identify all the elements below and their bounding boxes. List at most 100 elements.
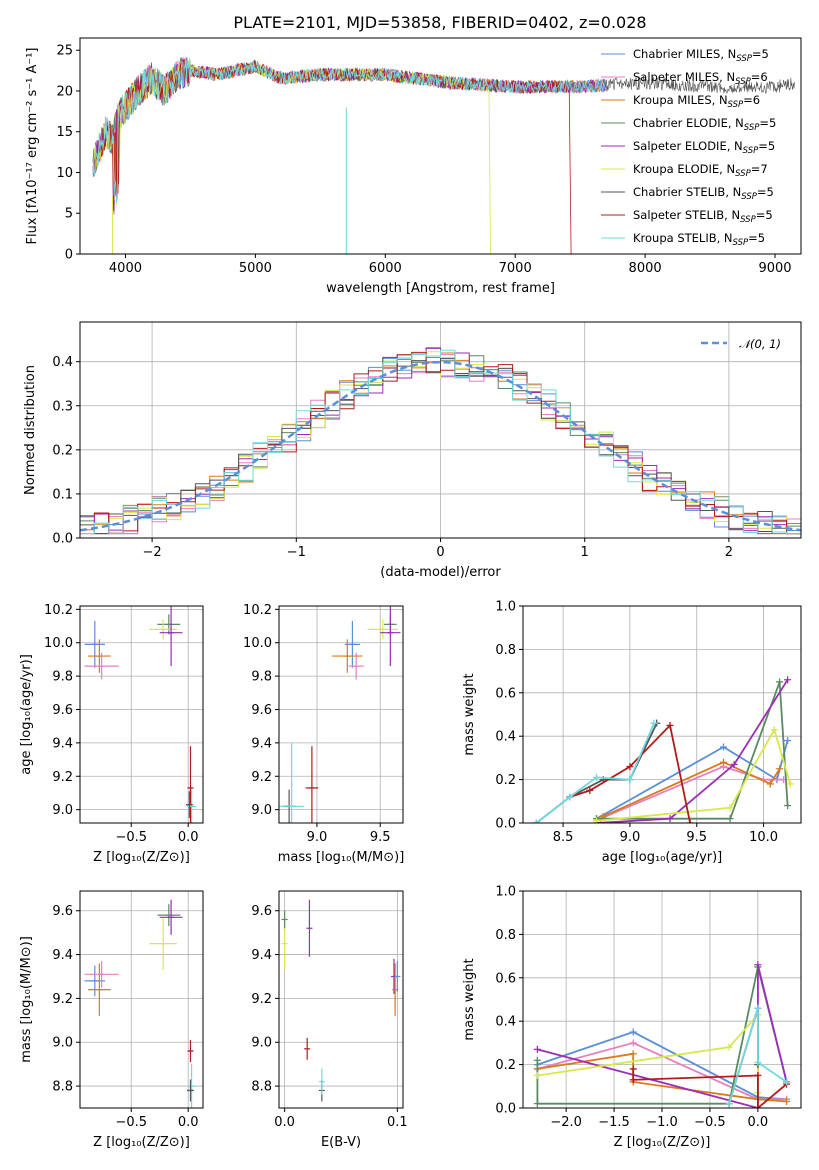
weight-marker bbox=[754, 1058, 762, 1066]
weight-marker bbox=[566, 793, 574, 801]
normal-curve bbox=[80, 360, 801, 532]
weight-marker bbox=[754, 961, 762, 969]
y-tick-label: 9.6 bbox=[52, 904, 73, 919]
residual-histogram-7 bbox=[80, 351, 801, 535]
y-tick-label: 0.0 bbox=[52, 532, 73, 547]
weight-marker bbox=[533, 1045, 541, 1053]
legend-entry-8: Kroupa STELIB, NSSP=5 bbox=[633, 231, 765, 248]
weight-marker bbox=[784, 802, 792, 810]
y-tick-label: 0.2 bbox=[495, 773, 516, 788]
weight-marker bbox=[783, 1078, 791, 1086]
y-tick-label: 10.0 bbox=[243, 636, 272, 651]
weight-marker bbox=[629, 1028, 637, 1036]
x-tick-label: 4000 bbox=[109, 261, 142, 276]
legend-entry-6: Chabrier STELIB, NSSP=5 bbox=[633, 185, 774, 202]
y-tick-label: 15 bbox=[56, 125, 73, 140]
y-tick-label: 0.6 bbox=[495, 686, 516, 701]
plot-area bbox=[84, 899, 197, 1108]
weight-marker bbox=[784, 676, 792, 684]
weight-marker bbox=[629, 1039, 637, 1047]
y-tick-label: 0.8 bbox=[495, 928, 516, 943]
x-tick-label: 2 bbox=[725, 545, 733, 560]
legend-entry-4: Salpeter ELODIE, NSSP=5 bbox=[633, 139, 775, 156]
y-tick-label: 0.0 bbox=[495, 817, 516, 832]
panel-weight_vs_age: 8.5 9.0 9.5 10.0 0.0 0.2 0.4 0.6 0.8 1.0 age [log₁… bbox=[462, 600, 802, 865]
x-tick-label: 0.0 bbox=[178, 830, 199, 845]
weight-marker bbox=[730, 760, 738, 768]
y-tick-label: 9.2 bbox=[251, 992, 272, 1007]
plot-area bbox=[532, 676, 794, 823]
weight-marker bbox=[776, 765, 784, 773]
panel-age_vs_Z: −0.5 0.0 9.0 9.2 9.4 9.6 9.8 10.0 10.2 Z [log₁₀(Z… bbox=[19, 603, 204, 865]
x-tick-label: 0.0 bbox=[274, 1115, 295, 1130]
x-tick-label: 9.0 bbox=[620, 830, 641, 845]
y-tick-label: 0.1 bbox=[52, 487, 73, 502]
weight-marker bbox=[629, 1065, 637, 1073]
weight-marker bbox=[725, 1043, 733, 1051]
x-tick-label: 0 bbox=[436, 545, 444, 560]
y-tick-label: 9.8 bbox=[251, 670, 272, 685]
weight-marker bbox=[593, 773, 601, 781]
weight-marker bbox=[532, 819, 540, 823]
weight-marker bbox=[776, 678, 784, 686]
normal-legend-label: 𝒩(0, 1) bbox=[739, 337, 781, 351]
y-axis-label: Normed distribution bbox=[23, 365, 38, 495]
weight-marker bbox=[533, 1056, 541, 1064]
x-tick-label: −0.5 bbox=[115, 1115, 147, 1130]
y-tick-label: 9.4 bbox=[52, 736, 73, 751]
y-tick-label: 0.3 bbox=[52, 399, 73, 414]
y-tick-label: 9.6 bbox=[52, 703, 73, 718]
x-tick-label: 10.0 bbox=[749, 830, 778, 845]
legend-entry-5: Kroupa ELODIE, NSSP=7 bbox=[633, 162, 768, 179]
weight-marker bbox=[754, 1104, 762, 1108]
weight-marker bbox=[770, 726, 778, 734]
weight-marker bbox=[784, 737, 792, 745]
axes-frame-weight_vs_age bbox=[522, 605, 802, 824]
y-tick-label: 0 bbox=[65, 248, 73, 263]
x-tick-label: −1 bbox=[287, 545, 306, 560]
weight-series-1 bbox=[537, 1041, 787, 1101]
weight-marker bbox=[650, 719, 658, 727]
panel-age_vs_mass: 9.0 9.5 9.0 9.2 9.4 9.6 9.8 10.0 10.2 mass [log₁₀… bbox=[243, 603, 404, 865]
y-tick-label: 0.4 bbox=[495, 730, 516, 745]
y-tick-label: 9.0 bbox=[52, 1036, 73, 1051]
weight-series-8 bbox=[535, 722, 655, 823]
plot-area bbox=[533, 961, 791, 1108]
x-tick-label: −0.5 bbox=[694, 1115, 726, 1130]
y-tick-label: 1.0 bbox=[495, 600, 516, 615]
x-tick-label: 1 bbox=[581, 545, 589, 560]
weight-series-3 bbox=[596, 681, 789, 820]
y-tick-label: 0.0 bbox=[495, 1102, 516, 1117]
x-tick-label: 5000 bbox=[239, 261, 272, 276]
x-tick-label: 0.0 bbox=[748, 1115, 769, 1130]
x-axis-label: Z [log₁₀(Z/Z⊙)] bbox=[93, 850, 190, 865]
x-tick-label: −2.0 bbox=[550, 1115, 582, 1130]
y-tick-label: 9.6 bbox=[251, 703, 272, 718]
y-tick-label: 0.4 bbox=[52, 355, 73, 370]
axes-frame-weight_vs_Z bbox=[522, 890, 802, 1109]
y-tick-label: 10 bbox=[56, 166, 73, 181]
plot-area bbox=[281, 899, 401, 1102]
y-tick-label: 5 bbox=[65, 207, 73, 222]
weight-series-5 bbox=[596, 727, 792, 822]
panel-residuals: −2 −1 0 1 2 0.0 0.1 0.2 0.3 0.4 (data-model)/error… bbox=[23, 321, 802, 580]
weight-marker bbox=[629, 1050, 637, 1058]
y-tick-label: 9.0 bbox=[251, 1036, 272, 1051]
y-tick-label: 9.4 bbox=[251, 948, 272, 963]
y-tick-label: 8.8 bbox=[251, 1080, 272, 1095]
weight-marker bbox=[766, 780, 774, 788]
y-tick-label: 0.6 bbox=[495, 971, 516, 986]
y-tick-label: 10.0 bbox=[44, 636, 73, 651]
weight-marker bbox=[786, 780, 794, 788]
weight-marker bbox=[626, 763, 634, 771]
weight-marker bbox=[629, 1076, 637, 1084]
x-tick-label: −1.5 bbox=[598, 1115, 630, 1130]
spectrum-line-5 bbox=[92, 57, 491, 254]
panel-spectrum: 4000 5000 6000 7000 8000 9000 0 5 10 15 20 25 wavele… bbox=[25, 37, 802, 296]
figure-title: PLATE=2101, MJD=53858, FIBERID=0402, z=0… bbox=[233, 13, 646, 32]
y-tick-label: 9.8 bbox=[52, 670, 73, 685]
weight-marker bbox=[626, 776, 634, 784]
y-tick-label: 0.8 bbox=[495, 643, 516, 658]
residual-histogram-6 bbox=[80, 356, 801, 535]
